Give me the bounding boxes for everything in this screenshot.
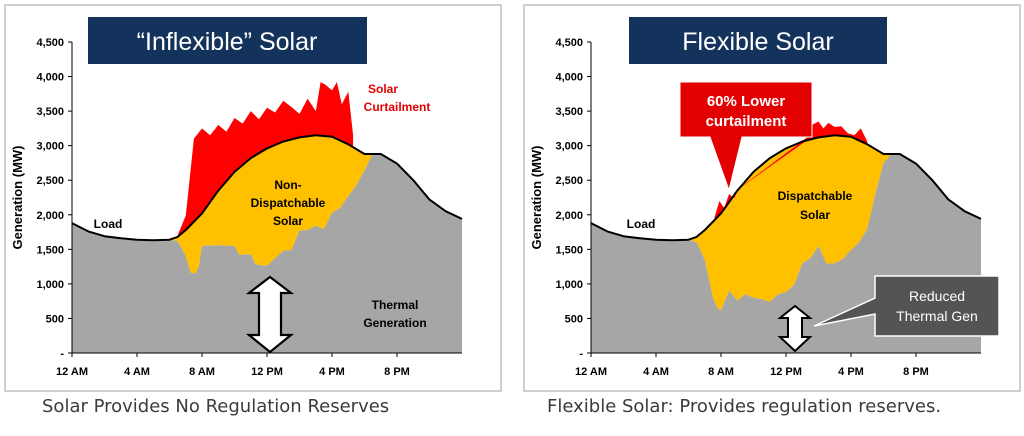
left-ytick-label: 1,000 — [36, 279, 64, 291]
right-xtick-label: 8 PM — [903, 366, 929, 378]
right-ytick-label: - — [579, 348, 583, 360]
right-annotations: Flexible Solar Load Dispatchable Solar 6… — [627, 17, 1000, 353]
right-red-callout-text-1: 60% Lower — [707, 93, 786, 110]
right-xtick-label: 12 PM — [770, 366, 802, 378]
right-load-label: Load — [627, 217, 656, 231]
left-curtail-label-1: Solar — [368, 82, 398, 96]
right-banner-title: Flexible Solar — [682, 28, 833, 56]
left-annotations: “Inflexible” Solar Load Solar Curtailmen… — [88, 17, 431, 354]
right-banner — [629, 17, 887, 64]
right-solar-area — [591, 135, 981, 311]
left-ytick-label: 2,000 — [36, 210, 64, 222]
left-y-axis-title: Generation (MW) — [10, 146, 25, 250]
right-caption: Flexible Solar: Provides regulation rese… — [547, 396, 942, 417]
right-gray-callout-text-2: Thermal Gen — [896, 308, 978, 324]
left-chart: - 500 1,000 1,500 2,000 2,500 3,000 3,500 4,000 4… — [4, 4, 502, 392]
left-ytick-label: 500 — [46, 313, 64, 325]
right-red-callout — [679, 81, 813, 192]
right-ytick-label: 500 — [565, 313, 583, 325]
right-ytick-label: 2,000 — [555, 210, 583, 222]
right-ytick-label: 3,000 — [555, 141, 583, 153]
right-ytick-label: 1,500 — [555, 244, 583, 256]
left-xtick-label: 8 PM — [384, 366, 410, 378]
left-plot-area: - 500 1,000 1,500 2,000 2,500 3,000 3,500 4,000 4… — [10, 37, 463, 378]
left-ytick-label: 3,000 — [36, 141, 64, 153]
left-xtick-label: 12 AM — [56, 366, 88, 378]
left-solar-label-1: Non- — [274, 178, 301, 192]
right-ytick-label: 1,000 — [555, 279, 583, 291]
left-thermal-label-2: Generation — [363, 316, 426, 330]
left-thermal-label-1: Thermal — [372, 298, 419, 312]
left-solar-area — [72, 135, 462, 274]
right-chart: - 500 1,000 1,500 2,000 2,500 3,000 3,500 4,000 4… — [523, 4, 1021, 392]
right-double-arrow — [777, 304, 813, 353]
left-ytick-label: 1,500 — [36, 244, 64, 256]
left-ytick-label: 2,500 — [36, 175, 64, 187]
left-curtailment-area — [177, 82, 354, 237]
left-xtick-label: 4 AM — [124, 366, 150, 378]
right-xtick-label: 8 AM — [708, 366, 734, 378]
left-load-label: Load — [94, 217, 123, 231]
left-ytick-label: 4,500 — [36, 37, 64, 49]
right-gray-callout-text-1: Reduced — [909, 288, 965, 304]
left-curtail-label-2: Curtailment — [364, 100, 431, 114]
left-double-arrow — [245, 275, 295, 354]
left-solar-label-3: Solar — [273, 214, 303, 228]
right-xtick-label: 12 AM — [575, 366, 607, 378]
right-ytick-label: 3,500 — [555, 106, 583, 118]
right-xtick-label: 4 AM — [643, 366, 669, 378]
right-load-line — [590, 134, 982, 242]
left-caption: Solar Provides No Regulation Reserves — [42, 396, 390, 417]
right-ytick-label: 4,000 — [555, 72, 583, 84]
right-ytick-label: 4,500 — [555, 37, 583, 49]
left-solar-label-2: Dispatchable — [251, 196, 326, 210]
right-red-callout-text-2: curtailment — [706, 113, 787, 130]
left-xtick-label: 12 PM — [251, 366, 283, 378]
left-thermal-area — [72, 154, 462, 353]
right-solar-label-2: Solar — [800, 208, 830, 222]
left-banner — [88, 17, 367, 64]
right-gray-callout — [813, 275, 1000, 337]
right-y-axis-title: Generation (MW) — [529, 146, 544, 250]
left-xtick-label: 4 PM — [319, 366, 345, 378]
left-ytick-label: - — [60, 348, 64, 360]
left-ytick-label: 4,000 — [36, 72, 64, 84]
left-xtick-label: 8 AM — [189, 366, 215, 378]
right-solar-label-1: Dispatchable — [778, 189, 853, 203]
left-banner-title: “Inflexible” Solar — [137, 28, 318, 56]
right-ytick-label: 2,500 — [555, 175, 583, 187]
left-load-line — [71, 134, 463, 242]
right-xtick-label: 4 PM — [838, 366, 864, 378]
left-ytick-label: 3,500 — [36, 106, 64, 118]
